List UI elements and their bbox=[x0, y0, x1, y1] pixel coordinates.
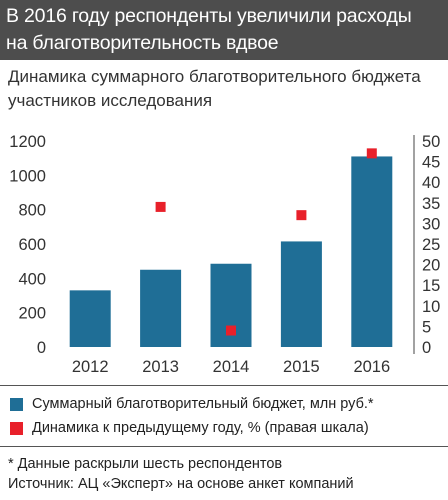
x-axis-tick-label: 2012 bbox=[72, 358, 109, 376]
right-axis-tick-label: 35 bbox=[422, 195, 440, 213]
footnote: * Данные раскрыли шесть респондентов bbox=[8, 456, 283, 472]
left-axis-tick-label: 400 bbox=[18, 270, 46, 288]
legend-label-budget: Суммарный благотворительный бюджет, млн … bbox=[32, 396, 374, 412]
left-axis-tick-label: 0 bbox=[37, 339, 46, 357]
right-axis-tick-label: 50 bbox=[422, 133, 440, 151]
footer-divider bbox=[0, 446, 448, 447]
bar-2015 bbox=[280, 241, 322, 347]
combo-chart: 0 200 400 600 800 1000 1200 0 5 10 15 20 25 30 35 40 45 5… bbox=[9, 133, 440, 376]
left-axis-tick-label: 800 bbox=[18, 202, 46, 220]
marker-2013 bbox=[155, 201, 166, 212]
right-axis-tick-label: 15 bbox=[422, 277, 440, 295]
x-axis-tick-label: 2016 bbox=[353, 358, 390, 376]
legend-swatch-bar bbox=[10, 398, 23, 411]
right-axis-tick-label: 40 bbox=[422, 174, 440, 192]
right-axis-tick-label: 45 bbox=[422, 154, 440, 172]
left-axis-tick-label: 1000 bbox=[9, 167, 46, 185]
right-axis-tick-label: 5 bbox=[422, 318, 431, 336]
marker-2014 bbox=[226, 325, 236, 336]
header-banner: В 2016 году респонденты увеличили расход… bbox=[0, 0, 448, 60]
legend-swatch-marker bbox=[10, 422, 23, 435]
x-axis-tick-label: 2014 bbox=[213, 358, 250, 376]
marker-2015 bbox=[296, 210, 307, 221]
x-axis-tick-label: 2013 bbox=[142, 358, 179, 376]
right-axis-tick-label: 25 bbox=[422, 236, 440, 254]
marker-2016 bbox=[366, 148, 377, 159]
right-axis-tick-label: 20 bbox=[422, 257, 440, 275]
right-axis-tick-label: 0 bbox=[422, 339, 431, 357]
right-axis-tick-label: 30 bbox=[422, 215, 440, 233]
x-axis-tick-label: 2015 bbox=[283, 358, 320, 376]
left-axis-tick-label: 600 bbox=[18, 236, 46, 254]
left-axis-tick-label: 1200 bbox=[9, 133, 46, 151]
bar-2012 bbox=[69, 290, 111, 347]
source-note: Источник: АЦ «Эксперт» на основе анкет к… bbox=[8, 476, 354, 492]
bar-2013 bbox=[140, 269, 182, 347]
left-axis-tick-label: 200 bbox=[18, 305, 46, 323]
headline-line-1: В 2016 году респонденты увеличили расход… bbox=[6, 5, 412, 27]
headline-line-2: на благотворительность вдвое bbox=[6, 32, 279, 54]
legend-label-dynamics: Динамика к предыдущему году, % (правая ш… bbox=[32, 420, 369, 436]
right-axis-tick-label: 10 bbox=[422, 298, 440, 316]
legend-divider bbox=[0, 385, 448, 386]
chart-subtitle-line-2: участников исследования bbox=[8, 91, 213, 110]
chart-subtitle-line-1: Динамика суммарного благотворительного б… bbox=[8, 67, 421, 86]
bar-2016 bbox=[351, 156, 393, 347]
